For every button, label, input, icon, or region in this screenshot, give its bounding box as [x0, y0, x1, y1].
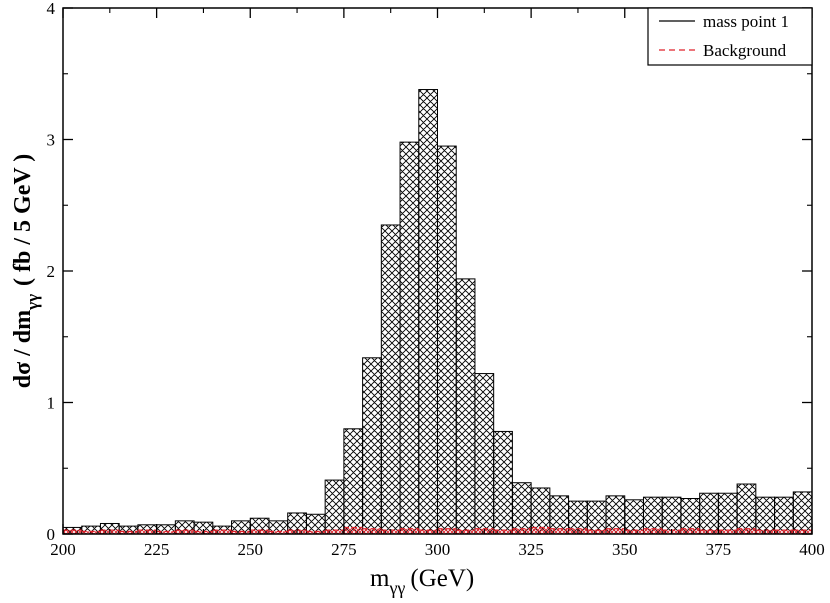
histogram-bar — [511, 482, 532, 535]
histogram-bar — [493, 430, 513, 535]
background-bar — [268, 531, 288, 534]
y-tick-label: 1 — [47, 394, 56, 413]
background-bar — [231, 531, 251, 534]
y-tick-label: 2 — [47, 262, 56, 281]
background-bar — [587, 530, 607, 534]
background-bar — [680, 528, 700, 534]
histogram-bar — [399, 141, 420, 535]
histogram-bar — [437, 145, 457, 535]
x-tick-label: 275 — [331, 540, 357, 559]
histogram-bar — [418, 89, 438, 535]
background-bar — [493, 530, 513, 534]
background-bar — [325, 530, 344, 534]
histogram-bar — [717, 492, 738, 535]
background-bar — [119, 531, 138, 534]
background-bar — [400, 528, 419, 534]
legend-box — [647, 7, 813, 66]
histogram-bar — [362, 357, 382, 535]
background-bar — [606, 528, 625, 534]
legend-label-background: Background — [703, 41, 787, 60]
x-tick-label: 325 — [518, 540, 544, 559]
y-axis-label-unit: ( fb / 5 GeV ) — [10, 154, 36, 286]
x-tick-label: 250 — [238, 540, 264, 559]
histogram-bar — [343, 428, 364, 535]
y-axis-label: dσ / dmγγ ( fb / 5 GeV ) — [10, 154, 42, 389]
y-axis-label-main: dσ / dm — [10, 310, 36, 388]
background-bar — [531, 527, 550, 534]
histogram-bar — [661, 496, 682, 535]
histogram-bar — [755, 496, 776, 535]
histogram-bar — [474, 373, 495, 535]
background-bars — [63, 526, 812, 534]
background-bar — [362, 528, 382, 534]
background-bar — [512, 528, 532, 534]
background-bar — [63, 530, 82, 534]
background-bar — [250, 530, 269, 534]
x-tick-label: 375 — [706, 540, 732, 559]
background-bar — [437, 528, 457, 534]
background-bar — [718, 530, 738, 534]
legend-label-mass-point-1: mass point 1 — [703, 12, 789, 31]
histogram-bar — [736, 483, 757, 535]
background-bar — [737, 528, 756, 534]
background-bar — [81, 531, 101, 534]
background-bar — [456, 530, 475, 534]
x-axis-label-sub: γγ — [388, 578, 405, 598]
plot-frame — [62, 7, 813, 535]
background-bar — [418, 530, 438, 534]
axis-ticks: 200 225 250 275 300 325 350 375 400 0 1 2 3 4 — [47, 0, 825, 559]
background-bar — [137, 530, 157, 534]
background-bar — [306, 531, 326, 534]
y-tick-label: 4 — [47, 0, 56, 18]
histogram-bar — [624, 499, 644, 535]
x-tick-label: 400 — [799, 540, 825, 559]
histogram-bar — [455, 278, 476, 535]
x-tick-label: 350 — [612, 540, 638, 559]
histogram-bar — [586, 500, 607, 535]
background-bar — [624, 530, 644, 534]
background-bar — [175, 530, 195, 534]
background-bar — [343, 527, 363, 534]
histogram-bars — [62, 89, 813, 535]
histogram-bar — [380, 224, 401, 535]
legend: mass point 1 Background — [647, 7, 813, 66]
background-bar — [549, 528, 569, 534]
y-tick-label: 3 — [47, 131, 56, 150]
x-axis-label: mγγ (GeV) — [370, 565, 474, 598]
x-tick-label: 225 — [144, 540, 170, 559]
background-bar — [699, 530, 719, 534]
x-axis-label-unit: (GeV) — [410, 565, 474, 592]
histogram-bar — [792, 491, 813, 535]
background-bar — [774, 530, 794, 534]
histogram-bar — [774, 496, 794, 535]
background-bar — [643, 528, 663, 534]
background-bar — [156, 531, 176, 534]
histogram-bar — [324, 479, 345, 535]
x-tick-label: 200 — [50, 540, 76, 559]
background-bar — [793, 530, 812, 534]
x-axis-label-main: m — [370, 565, 390, 592]
x-tick-label: 300 — [425, 540, 451, 559]
y-tick-label: 0 — [47, 525, 56, 544]
histogram-bar — [699, 492, 719, 535]
y-axis-label-sub: γγ — [23, 294, 42, 311]
background-bar — [212, 530, 232, 534]
